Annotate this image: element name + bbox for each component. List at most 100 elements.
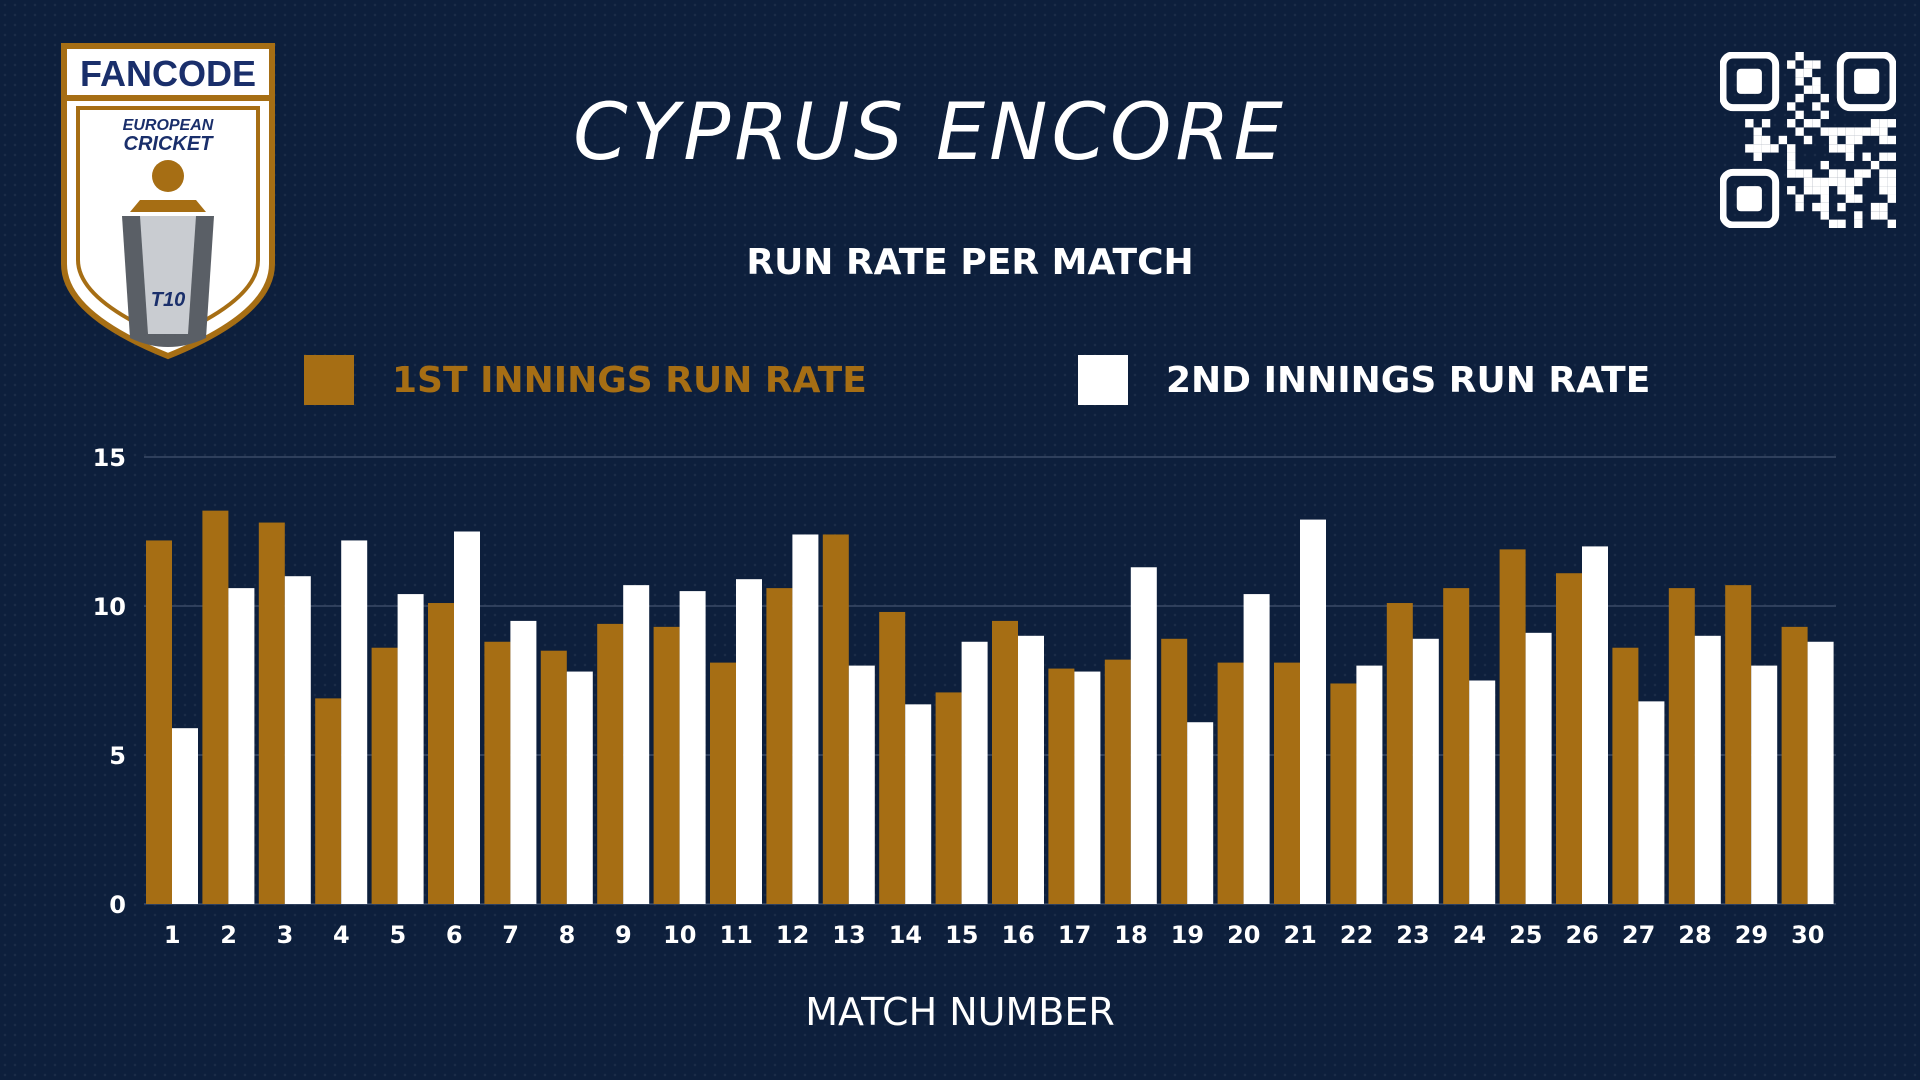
bar-first-innings: [653, 626, 680, 904]
bar-second-innings: [1187, 722, 1214, 904]
x-tick-label: 18: [1114, 921, 1147, 949]
logo-badge: T10: [151, 289, 185, 311]
bar-first-innings: [1048, 668, 1075, 904]
x-axis-label: MATCH NUMBER: [805, 990, 1115, 1034]
bar-first-innings: [371, 647, 398, 904]
x-tick-label: 17: [1058, 921, 1091, 949]
x-tick-label: 23: [1396, 921, 1429, 949]
bar-second-innings: [1356, 665, 1383, 904]
bar-second-innings: [1018, 635, 1044, 904]
x-tick-label: 15: [945, 921, 978, 949]
bar-second-innings: [792, 534, 819, 904]
bar-first-innings: [428, 603, 454, 904]
bar-first-innings: [1330, 683, 1357, 904]
bar-first-innings: [1217, 662, 1244, 904]
bar-second-innings: [1300, 519, 1326, 904]
x-tick-label: 21: [1283, 921, 1316, 949]
bar-first-innings: [710, 662, 736, 904]
y-tick-label: 5: [109, 742, 126, 770]
x-tick-label: 7: [502, 921, 519, 949]
bar-first-innings: [1725, 585, 1752, 904]
x-tick-label: 29: [1735, 921, 1768, 949]
y-tick-label: 15: [93, 444, 126, 472]
bar-second-innings: [510, 620, 537, 904]
x-tick-label: 27: [1622, 921, 1655, 949]
bar-first-innings: [1104, 659, 1131, 904]
bar-first-innings: [202, 510, 229, 904]
x-tick-label: 16: [1001, 921, 1034, 949]
bar-second-innings: [905, 704, 932, 904]
logo-line2: CRICKET: [124, 133, 215, 155]
bar-first-innings: [1781, 626, 1808, 904]
bar-second-innings: [623, 585, 650, 904]
bar-second-innings: [1807, 641, 1834, 904]
fancode-european-cricket-logo: FANCODE EUROPEAN CRICKET T10: [61, 43, 275, 360]
legend-label-second-innings: 2ND INNINGS RUN RATE: [1166, 359, 1651, 401]
bar-first-innings: [766, 588, 793, 904]
qr-code-icon: [1720, 52, 1896, 228]
bar-first-innings: [540, 650, 567, 904]
x-tick-label: 4: [333, 921, 350, 949]
bar-second-innings: [284, 576, 311, 904]
bar-second-innings: [1525, 632, 1552, 904]
bar-second-innings: [848, 665, 875, 904]
bar-second-innings: [1638, 701, 1665, 904]
bar-first-innings: [315, 698, 342, 904]
x-tick-label: 22: [1340, 921, 1373, 949]
bar-second-innings: [566, 671, 593, 904]
legend-swatch-second-innings: [1078, 355, 1128, 405]
bar-second-innings: [454, 531, 480, 904]
bar-first-innings: [484, 641, 511, 904]
x-tick-label: 9: [615, 921, 632, 949]
legend-label-first-innings: 1ST INNINGS RUN RATE: [392, 359, 867, 401]
x-tick-label: 28: [1678, 921, 1711, 949]
page-title: CYPRUS ENCORE: [573, 88, 1287, 178]
bar-second-innings: [679, 591, 706, 904]
x-tick-label: 11: [719, 921, 752, 949]
y-tick-label: 0: [109, 891, 126, 919]
bar-first-innings: [597, 623, 624, 904]
bar-first-innings: [1612, 647, 1639, 904]
bar-second-innings: [172, 728, 198, 904]
x-tick-label: 20: [1227, 921, 1260, 949]
bar-first-innings: [935, 692, 962, 904]
bar-second-innings: [1074, 671, 1101, 904]
bar-first-innings: [992, 620, 1018, 904]
bar-second-innings: [1130, 567, 1157, 904]
x-tick-label: 8: [559, 921, 576, 949]
y-tick-label: 10: [93, 593, 126, 621]
bar-second-innings: [1469, 680, 1496, 904]
x-tick-label: 19: [1171, 921, 1204, 949]
bar-first-innings: [1556, 573, 1582, 904]
x-tick-label: 30: [1791, 921, 1824, 949]
bar-second-innings: [228, 588, 255, 904]
x-tick-label: 25: [1509, 921, 1542, 949]
bar-first-innings: [146, 540, 172, 904]
bar-first-innings: [1161, 638, 1188, 904]
bar-first-innings: [1386, 603, 1413, 904]
x-tick-label: 6: [446, 921, 463, 949]
chart-subtitle: RUN RATE PER MATCH: [746, 242, 1194, 283]
logo-brand: FANCODE: [80, 53, 256, 94]
bar-second-innings: [961, 641, 988, 904]
cricket-ball-icon: [152, 160, 184, 192]
x-tick-label: 5: [389, 921, 406, 949]
x-tick-label: 13: [832, 921, 865, 949]
x-tick-label: 2: [220, 921, 237, 949]
bar-first-innings: [879, 611, 906, 904]
bar-second-innings: [1243, 594, 1270, 904]
legend-first-innings: 1ST INNINGS RUN RATE: [304, 354, 867, 406]
bar-first-innings: [1274, 662, 1300, 904]
bar-second-innings: [1694, 635, 1721, 904]
bar-first-innings: [1443, 588, 1470, 904]
x-tick-label: 10: [663, 921, 696, 949]
legend-second-innings: 2ND INNINGS RUN RATE: [1078, 354, 1650, 406]
bar-second-innings: [341, 540, 368, 904]
x-tick-label: 1: [164, 921, 181, 949]
bar-second-innings: [1582, 546, 1608, 904]
bar-second-innings: [1751, 665, 1778, 904]
x-tick-label: 12: [776, 921, 809, 949]
bar-first-innings: [1499, 549, 1526, 904]
